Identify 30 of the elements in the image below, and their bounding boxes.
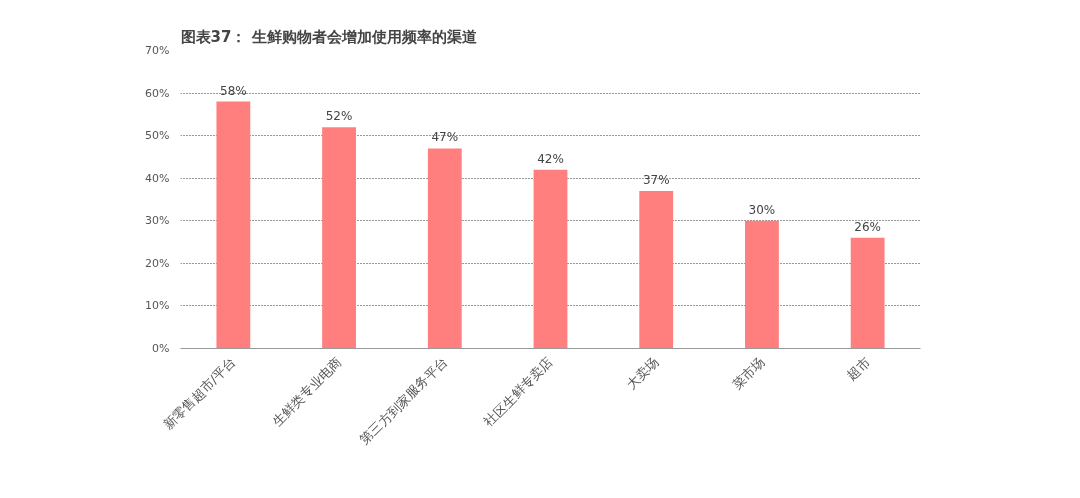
bar	[533, 169, 568, 349]
bar	[639, 190, 674, 349]
bar	[745, 220, 779, 349]
data-label: 52%	[325, 109, 353, 124]
x-tick-label: 第三方到家服务平台	[356, 354, 451, 448]
data-label: 30%	[748, 202, 776, 217]
x-tick-label: 生鲜类专业电商	[269, 354, 345, 430]
data-label: 47%	[431, 130, 459, 145]
y-tick-label: 30%	[145, 214, 170, 228]
bar	[427, 148, 462, 349]
bar	[322, 127, 356, 349]
bar	[216, 101, 251, 349]
y-tick-label: 0%	[152, 342, 170, 355]
y-tick-label: 50%	[145, 129, 170, 143]
bar	[850, 237, 885, 349]
data-label: 58%	[220, 83, 247, 98]
y-tick-label: 20%	[145, 256, 170, 270]
y-tick-label: 10%	[145, 299, 170, 313]
data-label: 37%	[642, 172, 670, 187]
x-tick-label: 超市	[843, 354, 873, 384]
x-tick-label: 社区生鲜专卖店	[480, 354, 556, 430]
y-tick-label: 60%	[145, 86, 170, 100]
chart-title: 图表37： 生鲜购物者会增加使用频率的渠道	[180, 27, 478, 46]
x-tick-label: 大卖场	[623, 354, 662, 393]
y-tick-label: 40%	[145, 171, 170, 185]
y-tick-label: 70%	[145, 44, 170, 57]
x-tick-label: 菜市场	[729, 354, 768, 393]
data-label: 42%	[537, 151, 564, 166]
x-tick-label: 新零售超市/平台	[160, 354, 239, 433]
data-label: 26%	[854, 219, 881, 234]
